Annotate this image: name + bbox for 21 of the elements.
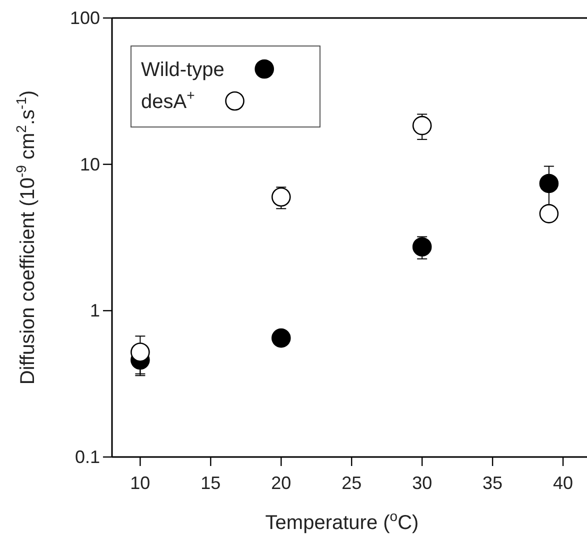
x-tick-label: 35	[482, 473, 503, 493]
point	[539, 204, 559, 224]
x-tick-label: 15	[200, 473, 221, 493]
x-tick-label: 30	[412, 473, 432, 493]
x-axis-title: Temperature ($^{o}$C)	[265, 508, 419, 534]
x-tick-label: 20	[271, 473, 292, 493]
y-tick-label: 10	[80, 154, 100, 174]
point	[271, 328, 291, 348]
legend-label: Wild-type	[141, 59, 224, 81]
y-tick-label: 100	[70, 8, 100, 28]
point	[412, 116, 432, 136]
point	[412, 237, 432, 256]
y-tick-label: 0.1	[74, 447, 100, 467]
legend-label: desA$^{+}$	[141, 87, 195, 113]
point	[130, 342, 150, 362]
x-tick-label: 10	[130, 473, 150, 493]
point	[271, 187, 291, 207]
x-tick-label: 40	[553, 473, 574, 493]
x-tick-label: 25	[342, 473, 362, 493]
point	[539, 174, 559, 194]
y-tick-label: 1	[90, 300, 100, 321]
